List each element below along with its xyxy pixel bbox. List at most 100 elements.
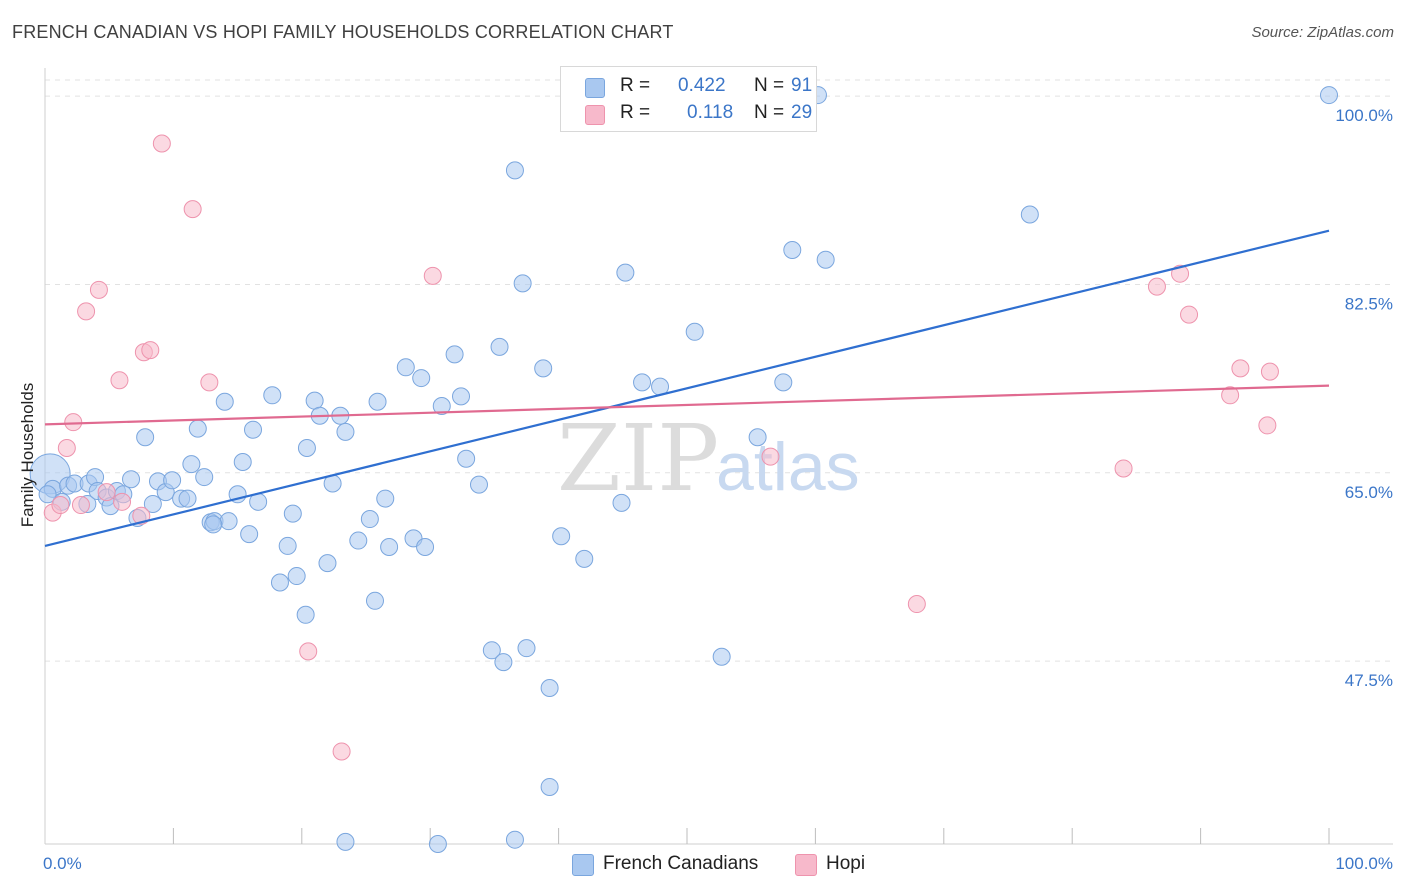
- gridlines: [45, 79, 1393, 662]
- data-point-french-canadians: [534, 359, 553, 378]
- r-value: 0.118: [687, 102, 734, 123]
- data-point-french-canadians: [457, 449, 476, 468]
- data-point-hopi: [64, 413, 83, 432]
- data-point-french-canadians: [349, 531, 368, 550]
- data-point-hopi: [89, 280, 108, 299]
- watermark-atlas: atlas: [716, 429, 860, 505]
- data-point-hopi: [1258, 416, 1277, 435]
- data-point-french-canadians: [783, 241, 802, 260]
- data-point-french-canadians: [412, 369, 431, 388]
- data-point-french-canadians: [263, 386, 282, 405]
- legend-label: French Canadians: [603, 853, 759, 874]
- data-point-french-canadians: [494, 653, 513, 672]
- chart-title: FRENCH CANADIAN VS HOPI FAMILY HOUSEHOLD…: [12, 22, 674, 42]
- data-point-french-canadians: [490, 337, 509, 356]
- data-point-french-canadians: [297, 439, 316, 458]
- data-point-french-canadians: [270, 573, 289, 592]
- r-label: R =: [620, 75, 651, 96]
- series-french-canadians: [29, 86, 1338, 853]
- trend-lines: [44, 229, 1330, 548]
- data-point-hopi: [110, 371, 129, 390]
- n-value: 29: [791, 102, 813, 123]
- data-point-french-canadians: [616, 263, 635, 282]
- r-value: 0.422: [678, 75, 726, 96]
- y-axis-label: Family Households: [18, 382, 37, 528]
- data-point-french-canadians: [188, 419, 207, 438]
- y-tick-label: 100.0%: [1335, 106, 1393, 125]
- data-point-french-canadians: [428, 835, 447, 853]
- data-point-french-canadians: [219, 512, 238, 531]
- data-point-french-canadians: [1320, 86, 1338, 105]
- data-point-french-canadians: [204, 515, 223, 534]
- data-point-hopi: [1114, 459, 1133, 478]
- stats-legend: R = 0.422 N = 91 R = 0.118 N = 29: [560, 66, 817, 132]
- data-point-french-canadians: [143, 494, 162, 513]
- data-point-hopi: [1221, 386, 1240, 405]
- legend-swatch-pink: [795, 854, 817, 876]
- data-point-hopi: [183, 200, 202, 219]
- data-point-french-canadians: [296, 605, 315, 624]
- data-point-french-canadians: [244, 420, 263, 439]
- data-point-french-canadians: [215, 392, 234, 411]
- data-point-french-canadians: [505, 161, 524, 180]
- data-point-french-canadians: [336, 832, 355, 851]
- data-point-french-canadians: [360, 510, 379, 529]
- data-point-french-canadians: [287, 567, 306, 586]
- legend-swatch-blue: [585, 78, 605, 98]
- x-tick-label-min: 0.0%: [43, 854, 82, 873]
- data-point-hopi: [57, 439, 76, 458]
- data-point-french-canadians: [195, 468, 214, 487]
- legend-label: Hopi: [826, 853, 866, 874]
- data-point-french-canadians: [1020, 205, 1039, 224]
- data-point-french-canadians: [396, 358, 415, 377]
- data-point-french-canadians: [575, 549, 594, 568]
- data-point-hopi: [423, 266, 442, 285]
- data-point-french-canadians: [278, 536, 297, 555]
- data-point-hopi: [152, 134, 171, 153]
- data-point-hopi: [77, 302, 96, 321]
- data-point-french-canadians: [552, 527, 571, 546]
- data-point-french-canadians: [365, 591, 384, 610]
- data-point-hopi: [113, 492, 132, 511]
- data-point-hopi: [132, 506, 151, 525]
- y-tick-label: 82.5%: [1345, 294, 1393, 313]
- x-tick-label-max: 100.0%: [1335, 854, 1393, 873]
- data-point-french-canadians: [380, 538, 399, 557]
- data-point-french-canadians: [182, 455, 201, 474]
- r-label: R =: [620, 102, 651, 123]
- data-point-french-canadians: [240, 525, 259, 544]
- legend-swatch-pink: [585, 105, 605, 125]
- n-label: N =: [754, 102, 785, 123]
- data-point-hopi: [761, 447, 780, 466]
- data-point-french-canadians: [540, 678, 559, 697]
- legend-swatch-blue: [572, 854, 594, 876]
- data-point-french-canadians: [816, 250, 835, 269]
- data-point-french-canadians: [368, 392, 387, 411]
- data-point-french-canadians: [712, 647, 731, 666]
- data-point-french-canadians: [178, 489, 197, 508]
- data-point-french-canadians: [416, 538, 435, 557]
- data-point-french-canadians: [136, 428, 155, 447]
- data-point-french-canadians: [469, 475, 488, 494]
- data-point-french-canadians: [505, 830, 524, 849]
- y-tick-label: 47.5%: [1345, 671, 1393, 690]
- data-point-french-canadians: [163, 471, 182, 490]
- data-point-hopi: [1231, 359, 1250, 378]
- data-point-french-canadians: [748, 428, 767, 447]
- data-point-hopi: [299, 642, 318, 661]
- trend-line-hopi: [44, 384, 1330, 426]
- data-point-hopi: [200, 373, 219, 392]
- data-point-french-canadians: [305, 391, 324, 410]
- data-point-french-canadians: [452, 387, 471, 406]
- source-label: Source: ZipAtlas.com: [1251, 24, 1394, 41]
- data-point-hopi: [1147, 277, 1166, 296]
- data-point-french-canadians: [482, 641, 501, 660]
- watermark-zip: ZIP: [557, 405, 719, 512]
- data-point-french-canadians: [432, 397, 451, 416]
- series-hopi: [43, 134, 1279, 761]
- data-point-hopi: [1180, 305, 1199, 324]
- data-point-french-canadians: [612, 493, 631, 512]
- y-tick-label: 65.0%: [1345, 483, 1393, 502]
- data-point-french-canadians: [318, 554, 337, 573]
